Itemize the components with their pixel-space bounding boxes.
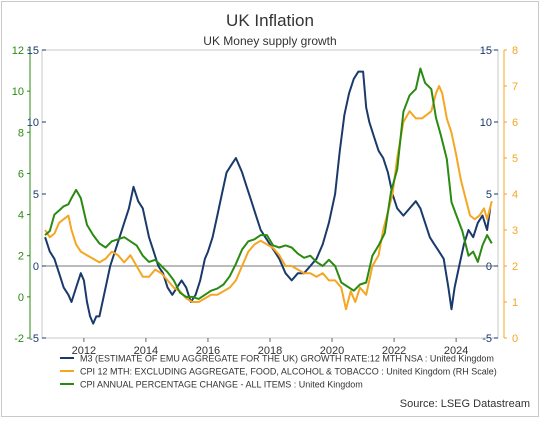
orange-axis-label: 2	[512, 261, 518, 273]
x-tick-label: 2024	[444, 345, 468, 357]
orange-axis-label: 8	[512, 45, 518, 57]
m3-axis-label: 5	[33, 189, 39, 201]
axes-layer: 2012 2014 2016 2018 2020 2022 2024-2024681012-…	[12, 45, 518, 357]
orange-axis-label: 4	[512, 189, 518, 201]
m3-axis-label: 0	[33, 261, 39, 273]
orange-axis-label: 1	[512, 297, 518, 309]
green-axis-label: 4	[18, 210, 24, 222]
plot-frame	[41, 49, 499, 339]
chart-title: UK Inflation	[226, 11, 314, 30]
orange-axis-label: 0	[512, 333, 518, 345]
green-axis-label: 6	[18, 168, 24, 180]
legend-label: M3 (ESTIMATE OF EMU AGGREGATE FOR THE UK…	[80, 354, 494, 364]
series-line-cpi_core	[44, 85, 493, 311]
m3-right-label: 15	[480, 45, 492, 57]
m3-right-label: 0	[486, 261, 492, 273]
green-axis-label: 8	[18, 127, 24, 139]
legend: M3 (ESTIMATE OF EMU AGGREGATE FOR THE UK…	[60, 354, 497, 390]
green-axis-label: 10	[12, 86, 24, 98]
green-axis-label: 2	[18, 251, 24, 263]
series-line-cpi_all	[44, 67, 493, 300]
series-layer	[44, 67, 493, 325]
orange-axis-label: 5	[512, 153, 518, 165]
x-tick-label: 2016	[196, 345, 220, 357]
series-line-m3	[44, 70, 492, 325]
orange-axis-label: 3	[512, 225, 518, 237]
x-tick-label: 2018	[258, 345, 282, 357]
m3-right-label: 5	[486, 189, 492, 201]
chart-canvas: UK Inflation UK Money supply growth 2012…	[12, 11, 530, 410]
x-tick-label: 2014	[134, 345, 158, 357]
green-axis-label: 0	[18, 292, 24, 304]
legend-label: CPI 12 MTH: EXCLUDING AGGREGATE, FOOD, A…	[80, 367, 497, 377]
m3-right-label: -5	[482, 333, 492, 345]
orange-axis-label: 7	[512, 81, 518, 93]
m3-right-label: 10	[480, 117, 492, 129]
orange-axis-label: 6	[512, 117, 518, 129]
source-note: Source: LSEG Datastream	[400, 398, 530, 410]
x-tick-label: 2012	[72, 345, 96, 357]
chart-subtitle: UK Money supply growth	[203, 34, 336, 48]
m3-axis-label: 15	[27, 45, 39, 57]
m3-axis-label: -5	[29, 333, 39, 345]
m3-axis-label: 10	[27, 117, 39, 129]
green-axis-label: 12	[12, 45, 24, 57]
x-tick-label: 2020	[320, 345, 344, 357]
x-tick-label: 2022	[382, 345, 406, 357]
legend-label: CPI ANNUAL PERCENTAGE CHANGE - ALL ITEMS…	[80, 380, 363, 390]
green-axis-label: -2	[14, 333, 24, 345]
